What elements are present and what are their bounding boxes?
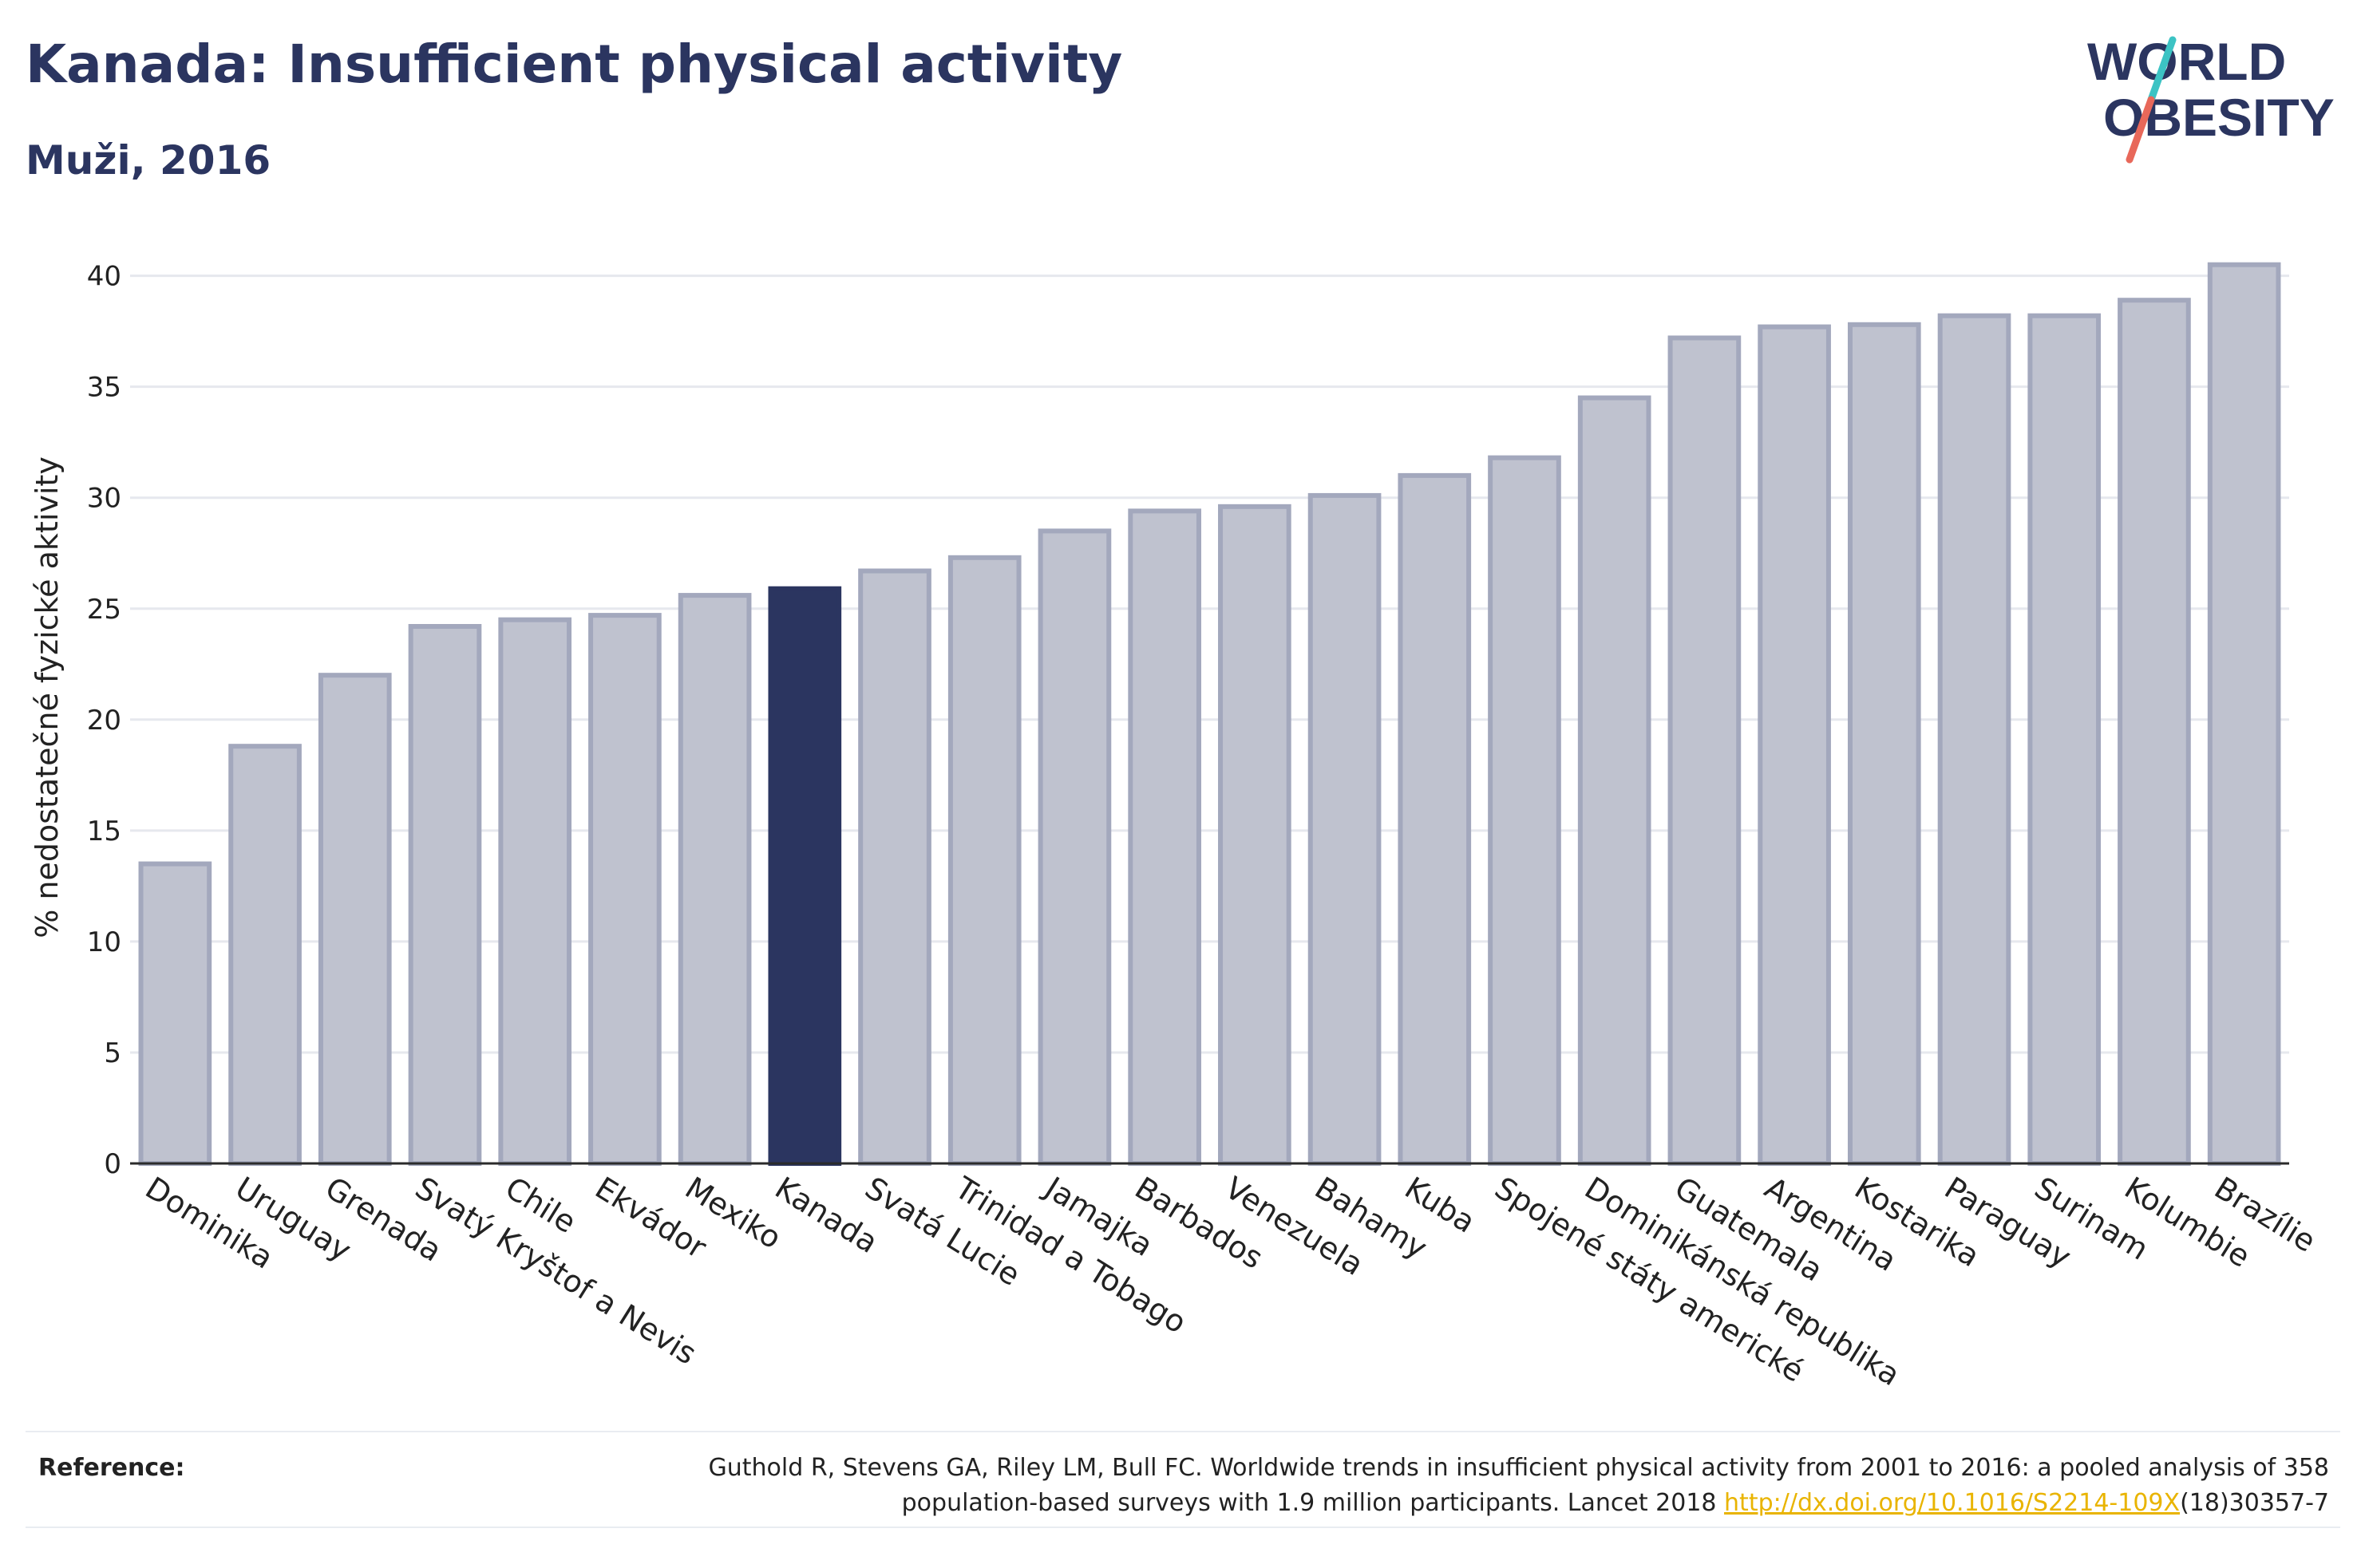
y-tick-label: 5 [104,1037,121,1069]
bar-surinam [2027,313,2102,1167]
grid-lines [130,274,2289,1054]
reference-label: Reference: [38,1454,185,1482]
bar-ekvádor [588,613,662,1166]
page-title: Kanada: Insufficient physical activity [26,34,1123,95]
bar-argentina [1758,324,1831,1167]
y-tick-label: 0 [104,1148,121,1180]
bar-dominikánská-republika [1577,395,1651,1167]
bars [138,262,2281,1167]
bar-jamajka [1038,528,1112,1166]
bar-spojené-státy-americké [1488,455,1561,1166]
bar-svatý-kryštof-a-nevis [408,624,482,1166]
reference-text: Guthold R, Stevens GA, Riley LM, Bull FC… [573,1451,2329,1521]
reference-line-1: Guthold R, Stevens GA, Riley LM, Bull FC… [708,1454,2329,1482]
y-tick-label: 35 [87,372,121,404]
bar-barbados [1128,508,1201,1166]
bar-kanada [768,586,842,1166]
reference-doi-link[interactable]: http://dx.doi.org/10.1016/S2214-109X [1724,1489,2181,1517]
page-subtitle: Muži, 2016 [26,137,271,184]
reference-divider-bottom [26,1527,2340,1528]
y-tick-label: 15 [87,816,121,847]
bar-guatemala [1667,335,1742,1166]
bar-grenada [318,673,392,1166]
y-tick-label: 25 [87,594,121,626]
bar-brazílie [2207,262,2281,1167]
bar-mexiko [678,593,752,1166]
bar-bahamy [1307,492,1382,1166]
bar-paraguay [1937,313,2011,1167]
reference-divider-top [26,1431,2340,1432]
y-tick-label: 20 [87,705,121,737]
bar-chile [498,617,572,1166]
bar-dominika [138,861,212,1166]
y-tick-label: 30 [87,483,121,515]
y-tick-label: 10 [87,926,121,958]
bar-kuba [1398,472,1472,1166]
bar-kolumbie [2118,298,2191,1167]
bar-trinidad-a-tobago [947,555,1022,1166]
x-tick-label: Kanada [769,1170,884,1260]
bar-venezuela [1218,504,1291,1166]
y-tick-label: 40 [87,261,121,293]
bar-kostarika [1847,322,1921,1166]
reference-line-2: population-based surveys with 1.9 millio… [901,1489,1725,1517]
bar-uruguay [228,744,302,1166]
svg-text:WORLD: WORLD [2087,32,2286,91]
world-obesity-logo: WORLD OBESITY [2087,32,2335,164]
bar-svatá-lucie [858,568,931,1166]
bar-chart: 0 5 10 15 20 25 30 35 40 DominikaUruguayGrenadaS… [30,261,2322,1393]
y-axis-label: % nedostatečné fyzické aktivity [30,456,65,938]
reference-line-2-end: (18)30357-7 [2180,1489,2329,1517]
y-axis-ticks: 0 5 10 15 20 25 30 35 40 [87,261,121,1180]
